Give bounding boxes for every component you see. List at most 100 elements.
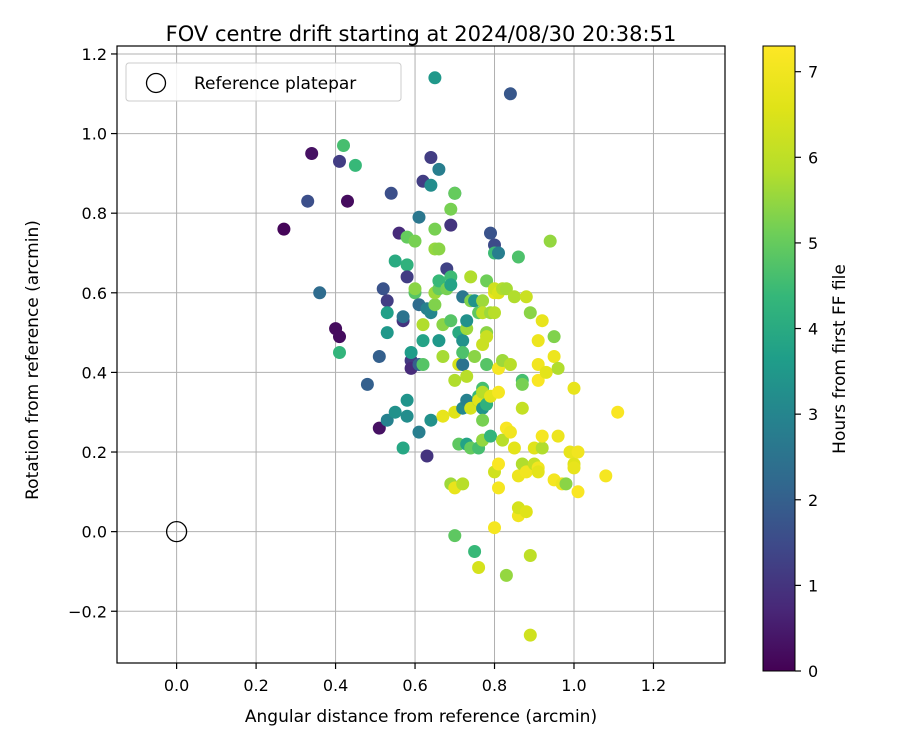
scatter-point <box>428 222 442 236</box>
scatter-point <box>277 222 291 236</box>
scatter-point <box>380 306 394 320</box>
scatter-point <box>515 401 529 415</box>
scatter-point <box>551 429 565 443</box>
scatter-point <box>531 358 545 371</box>
grid-lines <box>117 46 725 663</box>
scatter-point <box>400 393 414 407</box>
scatter-point <box>507 441 521 455</box>
scatter-point <box>428 298 442 312</box>
scatter-point <box>523 306 537 320</box>
scatter-point <box>305 147 319 160</box>
scatter-point <box>456 358 470 371</box>
scatter-point <box>408 282 422 296</box>
colorbar <box>762 45 796 672</box>
scatter-point <box>476 413 490 427</box>
scatter-point <box>333 330 346 344</box>
scatter-point <box>408 234 422 248</box>
scatter-point <box>464 270 478 284</box>
y-tick-label: 0.6 <box>82 284 107 303</box>
scatter-point <box>412 425 426 439</box>
scatter-point <box>499 568 513 582</box>
scatter-point <box>456 477 470 491</box>
x-tick-label: 0.4 <box>323 676 348 695</box>
scatter-point <box>492 385 505 399</box>
scatter-point <box>492 246 505 260</box>
scatter-point <box>436 409 450 423</box>
legend: Reference platepar <box>125 62 402 102</box>
scatter-point <box>460 314 474 328</box>
scatter-point <box>400 270 414 284</box>
scatter-point <box>547 350 561 363</box>
scatter-point <box>484 429 497 443</box>
scatter-point <box>611 405 625 419</box>
scatter-point <box>428 71 442 85</box>
legend-box <box>125 62 402 102</box>
x-axis-label: Angular distance from reference (arcmin) <box>245 707 597 727</box>
scatter-point <box>480 358 494 371</box>
scatter-point <box>396 310 410 324</box>
scatter-point <box>360 377 374 391</box>
y-tick-label: 1.0 <box>82 125 107 144</box>
scatter-point <box>448 529 462 543</box>
scatter-point <box>535 429 549 443</box>
scatter-point <box>559 477 573 491</box>
scatter-point <box>456 346 470 359</box>
scatter-point <box>448 373 462 387</box>
scatter-point <box>484 226 497 240</box>
y-tick-label: 0.8 <box>82 204 107 223</box>
scatter-point <box>412 210 426 224</box>
scatter-point <box>333 346 346 359</box>
scatter-point <box>503 87 517 101</box>
scatter-point <box>348 158 362 172</box>
scatter-point <box>424 151 438 164</box>
scatter-point <box>444 278 458 292</box>
scatter-point <box>535 314 549 328</box>
y-tick-label: 0.2 <box>82 443 107 462</box>
scatter-point <box>551 361 565 375</box>
reference-platepar-marker <box>165 520 188 543</box>
scatter-point <box>571 485 585 499</box>
scatter-point <box>436 350 450 363</box>
scatter-point <box>599 469 613 483</box>
scatter-point <box>480 274 494 288</box>
x-tick-label: 1.2 <box>641 676 666 695</box>
data-points <box>277 71 625 642</box>
scatter-point <box>424 413 438 427</box>
scatter-point <box>519 465 533 479</box>
colorbar-tick-label: 1 <box>808 576 818 595</box>
scatter-point <box>460 369 474 383</box>
scatter-point <box>432 274 446 288</box>
scatter-point <box>444 314 458 328</box>
scatter-point <box>519 505 533 519</box>
y-axis-label: Rotation from reference (arcmin) <box>23 220 43 500</box>
scatter-point <box>468 545 482 558</box>
scatter-point <box>535 441 549 455</box>
scatter-point <box>499 282 513 296</box>
scatter-point <box>519 290 533 304</box>
colorbar-tick-label: 2 <box>808 491 818 510</box>
plot-frame <box>116 45 726 664</box>
scatter-point <box>384 186 398 200</box>
scatter-point <box>531 465 545 479</box>
scatter-point <box>567 381 581 395</box>
x-tick-label: 0.6 <box>402 676 427 695</box>
scatter-point <box>472 561 486 574</box>
scatter-point <box>424 178 438 192</box>
x-tick-label: 1.0 <box>561 676 586 695</box>
scatter-point <box>380 326 394 340</box>
scatter-point <box>420 449 434 463</box>
scatter-point <box>539 365 553 379</box>
reference-marker-group <box>165 520 188 543</box>
colorbar-tick-label: 6 <box>808 148 818 167</box>
scatter-point <box>547 330 561 344</box>
scatter-point <box>337 139 350 152</box>
scatter-point <box>515 377 529 391</box>
scatter-point <box>416 358 430 371</box>
scatter-point <box>476 294 490 308</box>
scatter-point <box>376 282 390 296</box>
scatter-point <box>341 194 354 208</box>
scatter-point <box>400 409 414 423</box>
scatter-point <box>567 461 581 475</box>
scatter-point <box>404 346 418 359</box>
